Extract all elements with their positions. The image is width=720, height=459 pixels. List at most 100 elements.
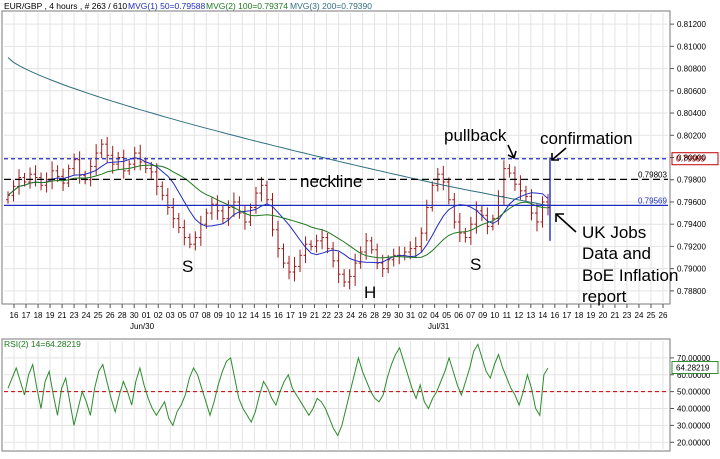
price-bar [132,146,137,171]
price-bar [264,180,269,205]
x-tick-label: 17 [286,311,295,320]
x-tick-label: 31 [406,311,415,320]
price-bar [171,198,176,229]
x-tick-label: 10 [226,311,235,320]
x-tick-label: 15 [262,311,271,320]
price-bar [331,241,336,268]
price-bar [446,177,451,205]
price-bar [259,176,264,202]
x-tick-label: 28 [118,311,127,320]
price-bar [287,255,292,280]
y-tick-label: 0.80800 [677,65,706,74]
price-bar [160,181,165,201]
price-bar [490,214,495,231]
x-tick-label: 11 [503,311,512,320]
rsi-panel-frame [1,338,671,452]
rsi-last-label: 64.28219 [676,364,710,373]
price-bar [182,219,187,246]
month-label-jun: Jun/30 [130,322,155,331]
annotation-event-line2: Data and [582,244,651,263]
rsi-line [7,343,549,437]
ma-line-3 [7,57,549,206]
rsi-last-box [671,361,719,375]
annotation-confirmation: confirmation [540,129,633,148]
price-bar [88,159,93,187]
x-tick-label: 08 [202,311,211,320]
x-tick-label: 17 [562,311,571,320]
annotation-pullback: pullback [444,126,507,145]
y-tick-label: 0.80400 [677,109,706,118]
annotation-head: H [364,283,376,302]
x-tick-label: 07 [190,311,199,320]
rsi-title: RSI(2) 14=64.28219 [4,339,81,349]
rsi-grid [4,341,671,449]
annotation-event-line3: BoE Inflation [582,266,678,285]
level-label: 0.79569 [638,196,667,205]
price-bar [149,161,154,179]
rsi-tick-label: 50.00000 [677,388,711,397]
x-tick-label: 30 [394,311,403,320]
y-tick-label: 0.79600 [677,198,706,207]
price-bar [270,193,275,237]
x-tick-label: 12 [238,311,247,320]
x-tick-label: 16 [274,311,283,320]
ma-line-2 [7,164,549,259]
level-label: 0.79803 [638,170,667,179]
annotation-neckline: neckline [300,172,362,191]
price-bar [358,246,363,269]
y-tick-label: 0.80200 [677,131,706,140]
price-axis-ticks: 0.78800 0.79000 0.79200 0.79400 0.79600 0.798… [670,20,706,296]
price-bar [204,208,209,229]
rsi-tick-label: 30.00000 [677,421,711,430]
price-bar [193,231,198,251]
x-tick-label: 20 [598,311,607,320]
price-bar [154,163,159,196]
rsi-axis-ticks: 20.00000 30.00000 40.00000 50.00000 60.00000… [670,354,719,447]
price-bar [540,196,545,228]
annotation-event-line4: report [582,287,627,306]
x-tick-label: 17 [22,311,31,320]
x-tick-label: 01 [142,311,151,320]
price-bar [165,188,170,215]
price-bar [386,255,391,274]
price-bar [292,256,297,282]
price-bar [105,136,110,163]
x-tick-label: 19 [586,311,595,320]
x-tick-label: 30 [130,311,139,320]
price-bar [342,269,347,288]
rsi-series [7,343,549,437]
price-bar [430,181,435,212]
x-tick-label: 14 [250,311,259,320]
price-bar [424,199,429,241]
price-bar [413,236,418,259]
level-box [671,152,719,166]
price-bar [39,172,44,191]
rsi-tick-label: 70.00000 [677,354,711,363]
x-tick-label: 22 [322,311,331,320]
ma1-label: MVG(1) 50=0.79588 [128,1,206,11]
y-tick-label: 0.80600 [677,87,706,96]
price-bar [309,240,314,251]
price-bar [303,236,308,264]
x-tick-label: 29 [382,311,391,320]
y-tick-label: 0.79800 [677,176,706,185]
price-bar [55,165,60,183]
price-bar [116,151,121,170]
price-bar [419,227,424,253]
price-bar [452,193,457,229]
x-tick-label: 19 [298,311,307,320]
price-bar [463,227,468,243]
chart-title: EUR/GBP , 4 hours , # 263 / 610 [4,1,127,11]
price-grid [4,13,668,302]
rsi-tick-label: 20.00000 [677,438,711,447]
y-tick-label: 0.79000 [677,265,706,274]
price-bar [512,166,517,191]
price-bar [110,145,115,174]
price-bar [220,205,225,224]
price-bar [336,251,341,284]
x-tick-label: 21 [310,311,319,320]
x-tick-label: 16 [550,311,559,320]
price-bar [441,165,446,191]
